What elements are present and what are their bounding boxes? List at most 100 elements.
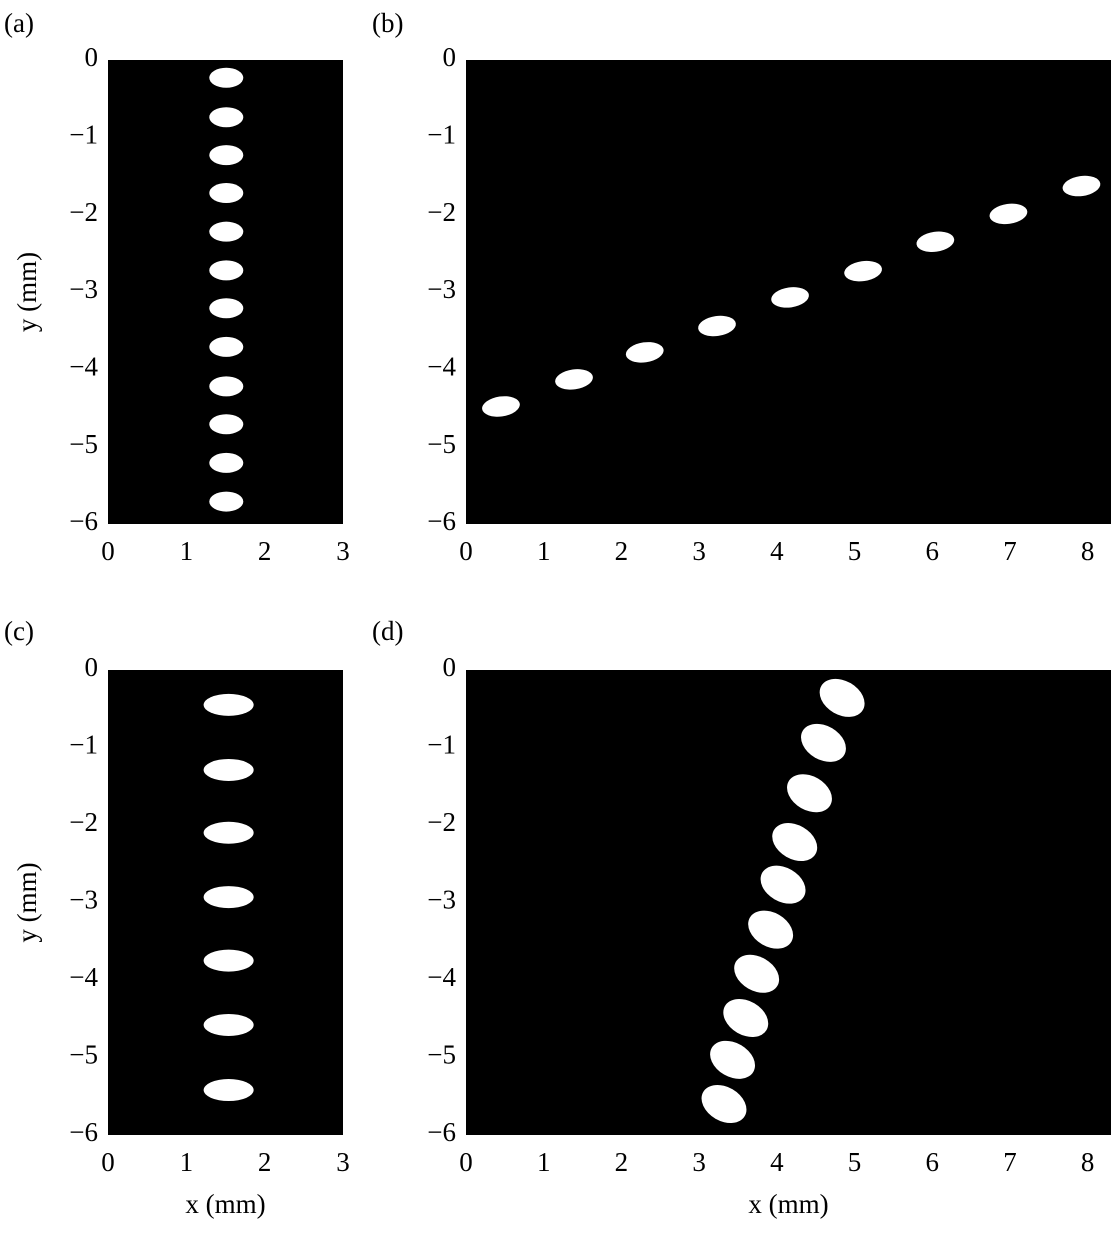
x-tick-label: 1 bbox=[180, 536, 194, 566]
y-tick-label: −3 bbox=[69, 274, 98, 304]
x-tick-label: 0 bbox=[101, 536, 115, 566]
y-tick-label: −3 bbox=[427, 885, 456, 915]
x-axis-label: x (mm) bbox=[185, 1189, 265, 1219]
x-tick-label: 8 bbox=[1081, 1147, 1095, 1177]
droplet bbox=[555, 369, 593, 390]
y-tick-label: −6 bbox=[69, 506, 98, 536]
droplet bbox=[787, 774, 832, 813]
droplet bbox=[209, 67, 244, 88]
droplet bbox=[819, 678, 865, 717]
droplet bbox=[203, 1013, 254, 1036]
droplet bbox=[1062, 175, 1101, 197]
x-tick-label: 0 bbox=[459, 1147, 473, 1177]
x-tick-label: 2 bbox=[258, 536, 272, 566]
y-tick-label: −6 bbox=[427, 1117, 456, 1147]
droplet bbox=[916, 231, 955, 252]
droplet bbox=[209, 376, 244, 397]
x-tick-label: 0 bbox=[459, 536, 473, 566]
x-tick-label: 2 bbox=[615, 536, 629, 566]
plot-area bbox=[108, 60, 343, 524]
droplet bbox=[209, 491, 244, 512]
droplet bbox=[482, 396, 520, 417]
droplet bbox=[203, 693, 254, 716]
droplet bbox=[203, 949, 254, 972]
droplet bbox=[209, 145, 244, 166]
y-tick-label: −6 bbox=[427, 506, 456, 536]
droplet bbox=[989, 203, 1028, 225]
y-tick-label: −3 bbox=[69, 885, 98, 915]
x-tick-label: 2 bbox=[258, 1147, 272, 1177]
y-tick-label: −2 bbox=[427, 807, 456, 837]
y-axis-label: y (mm) bbox=[12, 252, 42, 332]
droplet bbox=[209, 336, 244, 357]
droplet bbox=[203, 821, 254, 844]
x-tick-label: 3 bbox=[336, 536, 350, 566]
droplet bbox=[209, 298, 244, 319]
panel-label: (a) bbox=[4, 8, 34, 38]
droplet bbox=[209, 260, 244, 281]
y-tick-label: −2 bbox=[69, 197, 98, 227]
droplet bbox=[203, 886, 254, 909]
y-tick-label: −4 bbox=[69, 962, 98, 992]
x-tick-label: 6 bbox=[926, 536, 940, 566]
x-tick-label: 4 bbox=[770, 536, 784, 566]
y-tick-label: −4 bbox=[427, 962, 456, 992]
droplet bbox=[801, 723, 846, 762]
x-tick-label: 3 bbox=[336, 1147, 350, 1177]
x-tick-label: 4 bbox=[770, 1147, 784, 1177]
panel-label: (b) bbox=[372, 8, 403, 38]
y-tick-label: 0 bbox=[443, 42, 457, 72]
droplet bbox=[698, 315, 736, 337]
x-tick-label: 1 bbox=[537, 536, 551, 566]
droplet bbox=[771, 287, 809, 308]
x-tick-label: 2 bbox=[615, 1147, 629, 1177]
y-tick-label: −4 bbox=[69, 352, 98, 382]
panel-label: (d) bbox=[372, 616, 403, 646]
droplet bbox=[710, 1040, 756, 1079]
droplet bbox=[209, 414, 244, 435]
droplet bbox=[203, 1079, 254, 1102]
droplet bbox=[723, 998, 769, 1037]
y-tick-label: −6 bbox=[69, 1117, 98, 1147]
droplet bbox=[209, 107, 244, 128]
y-tick-label: −1 bbox=[427, 120, 456, 150]
y-tick-label: −1 bbox=[69, 120, 98, 150]
y-tick-label: 0 bbox=[443, 652, 457, 682]
droplet bbox=[209, 221, 244, 242]
droplet bbox=[625, 342, 664, 363]
x-tick-label: 7 bbox=[1003, 536, 1017, 566]
x-tick-label: 3 bbox=[692, 1147, 706, 1177]
y-tick-label: 0 bbox=[85, 652, 99, 682]
y-tick-label: −5 bbox=[427, 429, 456, 459]
y-tick-label: −5 bbox=[69, 429, 98, 459]
x-tick-label: 7 bbox=[1003, 1147, 1017, 1177]
x-tick-label: 8 bbox=[1081, 536, 1095, 566]
y-tick-label: −1 bbox=[69, 730, 98, 760]
y-tick-label: 0 bbox=[85, 42, 99, 72]
x-tick-label: 1 bbox=[537, 1147, 551, 1177]
x-tick-label: 1 bbox=[180, 1147, 194, 1177]
y-tick-label: −5 bbox=[427, 1040, 456, 1070]
droplet bbox=[701, 1085, 747, 1123]
y-tick-label: −3 bbox=[427, 274, 456, 304]
y-tick-label: −2 bbox=[427, 197, 456, 227]
droplet bbox=[203, 758, 254, 781]
panel-label: (c) bbox=[4, 616, 34, 646]
droplet bbox=[772, 823, 818, 862]
droplet bbox=[844, 260, 882, 282]
x-tick-label: 6 bbox=[926, 1147, 940, 1177]
droplet bbox=[209, 183, 244, 204]
y-tick-label: −1 bbox=[427, 730, 456, 760]
x-tick-label: 5 bbox=[848, 1147, 862, 1177]
x-tick-label: 5 bbox=[848, 536, 862, 566]
droplet bbox=[748, 910, 794, 949]
droplet bbox=[209, 452, 244, 473]
x-axis-label: x (mm) bbox=[748, 1189, 828, 1219]
y-tick-label: −2 bbox=[69, 807, 98, 837]
y-tick-label: −4 bbox=[427, 352, 456, 382]
droplet bbox=[760, 865, 806, 904]
x-tick-label: 0 bbox=[101, 1147, 115, 1177]
y-axis-label: y (mm) bbox=[12, 862, 42, 942]
x-tick-label: 3 bbox=[692, 536, 706, 566]
